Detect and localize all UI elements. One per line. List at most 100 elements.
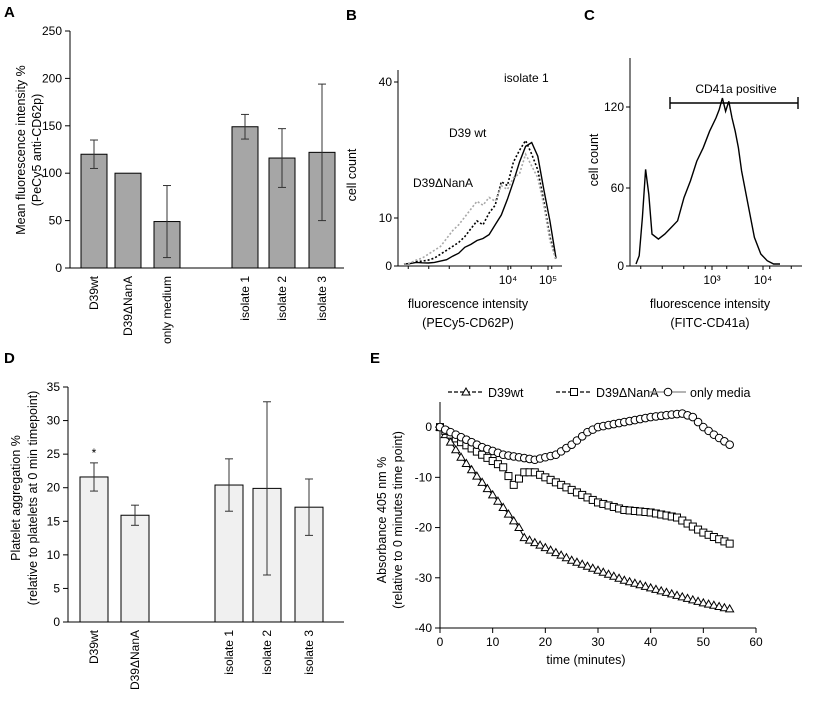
- panel-label-e: E: [370, 350, 380, 367]
- panel-e-d39wt-point: [598, 567, 609, 576]
- panel-d-ylabel-2: (relative to platelets at 0 min timepoin…: [26, 391, 40, 606]
- panel-d-category-label: isolate 2: [260, 630, 274, 675]
- panel-d-ytick-label: 20: [47, 481, 61, 495]
- panel-e-d39wt-point: [666, 588, 677, 598]
- panel-e-d39dnana-point: [499, 463, 508, 472]
- panel-e-d39wt-point: [645, 582, 656, 592]
- panel-e-xtick-label: 10: [486, 635, 500, 649]
- panel-e-d39dnana-point: [515, 474, 523, 483]
- panel-e-d39wt-point: [545, 545, 556, 554]
- panel-e-d39wt-point: [624, 576, 635, 586]
- panel-e-ytick-label: -10: [415, 470, 433, 484]
- panel-d-ylabel: Platelet aggregation %: [9, 435, 23, 561]
- panel-e-d39wt-point: [461, 458, 472, 468]
- panel-e-d39dnana-point: [504, 472, 513, 481]
- panel-e-xlabel: time (minutes): [546, 653, 625, 667]
- panel-e-d39wt-point: [551, 547, 561, 557]
- panel-c-ytick-label: 60: [611, 181, 625, 195]
- panel-c-xlabel-2: (FITC-CD41a): [670, 316, 749, 330]
- panel-e-d39wt-point: [640, 581, 651, 590]
- panel-d-chart: Platelet aggregation % (relative to plat…: [9, 380, 344, 690]
- panel-e-d39wt-point: [719, 602, 730, 612]
- panel-b-series-line: [403, 141, 557, 265]
- panel-e-legend-only-media-point: [663, 387, 673, 397]
- panel-a-bar: [231, 126, 259, 269]
- panel-e-xtick-label: 60: [749, 635, 763, 649]
- panel-c-series-line: [635, 97, 780, 265]
- panel-e-d39wt-point: [698, 597, 709, 607]
- panel-e-d39wt-point: [608, 571, 619, 580]
- panel-a-ytick-label: 0: [55, 261, 62, 275]
- panel-e-xtick-label: 30: [591, 635, 605, 649]
- panel-e-ytick-label: 0: [425, 420, 432, 434]
- panel-b-series-line: [403, 138, 557, 265]
- panel-a-ytick-label: 250: [42, 24, 62, 38]
- panel-c-ytick-label: 0: [617, 259, 624, 273]
- panel-e-d39wt-point: [703, 599, 714, 608]
- panel-e-only-media-point: [725, 440, 734, 449]
- panel-b-series-line: [403, 152, 557, 265]
- panel-e-d39wt-point: [687, 594, 698, 604]
- panel-d-ytick-label: 0: [53, 615, 60, 629]
- panel-a-ylabel: Mean fluorescence intensity %: [14, 65, 28, 235]
- panel-e-d39wt-point: [577, 559, 588, 568]
- panel-e-d39wt-point: [614, 573, 624, 582]
- panel-e-legend-d39wt-point: [461, 386, 471, 396]
- panel-d-ytick-label: 25: [47, 447, 61, 461]
- panel-d-category-label: D39ΔNanA: [128, 630, 142, 690]
- panel-e-xtick-label: 20: [539, 635, 553, 649]
- panel-a-category-label: only medium: [160, 276, 174, 344]
- panel-e-only-media-point: [688, 412, 698, 422]
- panel-label-a: A: [4, 4, 15, 21]
- panel-b-label-d39wt: D39 wt: [449, 126, 487, 140]
- panel-e-d39wt-point: [724, 603, 735, 613]
- panel-a-ytick-label: 200: [42, 71, 62, 85]
- panel-e-d39wt-point: [519, 532, 530, 542]
- panel-e-chart: Absorbance 405 nm % (relative to 0 minut…: [375, 386, 763, 667]
- panel-e-d39wt-point: [472, 471, 482, 480]
- panel-e-d39wt-point: [450, 444, 461, 454]
- panel-a-category-label: isolate 1: [238, 276, 252, 321]
- panel-d-ytick-label: 5: [53, 581, 60, 595]
- panel-e-d39wt-point: [456, 452, 466, 461]
- panel-b-label-isolate1: isolate 1: [504, 71, 549, 85]
- panel-a-bar: [268, 157, 296, 269]
- panel-c-xtick-label: 10³: [703, 273, 720, 287]
- panel-e-d39wt-point: [572, 557, 582, 566]
- panel-b-chart: cell count fluorescence intensity (PECy5…: [345, 70, 562, 330]
- panel-e-ytick-label: -20: [415, 521, 433, 535]
- panel-a-category-label: isolate 2: [275, 276, 289, 321]
- panel-e-ytick-label: -30: [415, 571, 433, 585]
- panel-e-xtick-label: 50: [697, 635, 711, 649]
- panel-e-xtick-label: 40: [644, 635, 658, 649]
- panel-e-d39wt-point: [535, 540, 545, 549]
- panel-e-d39wt-point: [593, 565, 603, 574]
- panel-a-ylabel-2: (PeCy5 anti-CD62p): [30, 94, 44, 207]
- panel-b-ytick-label: 0: [385, 259, 392, 273]
- panel-e-d39wt-point: [651, 584, 661, 593]
- panel-c-annotation: CD41a positive: [695, 82, 777, 96]
- panel-e-legend-d39dnana-point: [570, 388, 578, 396]
- panel-e-ytick-label: -40: [415, 621, 433, 635]
- panel-e-d39wt-point: [635, 579, 645, 589]
- panel-b-ytick-label: 40: [379, 75, 393, 89]
- panel-b-xlabel: fluorescence intensity: [408, 297, 529, 311]
- panel-e-legend-d39dnana-label: D39ΔNanA: [596, 386, 659, 400]
- panel-a-chart: Mean fluorescence intensity % (PeCy5 ant…: [14, 24, 344, 344]
- panel-e-d39wt-point: [529, 537, 540, 547]
- panel-e-only-media-point: [693, 417, 703, 427]
- panel-e-d39wt-point: [603, 569, 614, 578]
- panel-e-d39wt-point: [503, 509, 514, 518]
- panel-a-ytick-label: 150: [42, 119, 62, 133]
- panel-b-xtick-label: 10⁵: [539, 273, 557, 287]
- panel-b-ytick-label: 10: [379, 211, 393, 225]
- panel-e-xtick-label: 0: [437, 635, 444, 649]
- panel-e-d39wt-point: [524, 535, 535, 544]
- panel-e-d39wt-point: [619, 575, 630, 584]
- panel-d-significance-mark: *: [92, 446, 97, 460]
- panel-d-ytick-label: 15: [47, 514, 61, 528]
- panel-e-d39wt-point: [508, 515, 519, 525]
- panel-e-d39dnana-point: [509, 480, 518, 489]
- panel-e-d39wt-point: [709, 600, 719, 609]
- panel-a-ytick-label: 50: [49, 214, 63, 228]
